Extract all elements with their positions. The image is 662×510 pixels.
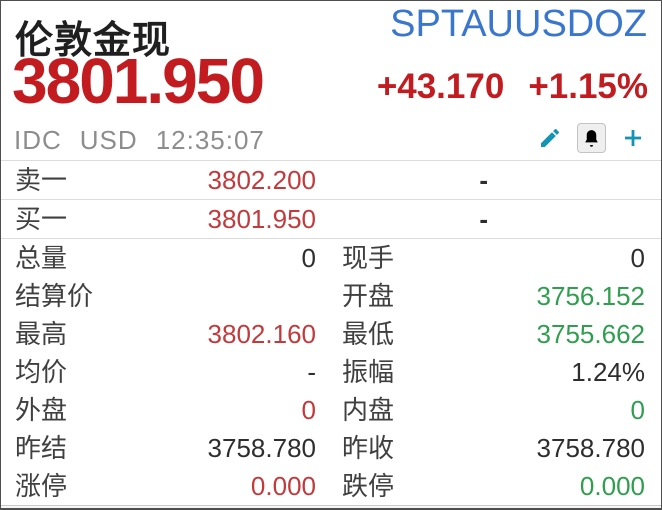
quote-meta: IDC USD 12:35:07 <box>14 125 265 156</box>
bid-label: 买一 <box>15 204 68 234</box>
ask-label: 卖一 <box>15 165 68 195</box>
stat-label: 总量 <box>15 242 68 273</box>
stats-row-outer-inner: 外盘 0 内盘 0 <box>1 391 661 429</box>
stat-label: 最高 <box>15 318 68 349</box>
bid-volume: - <box>479 204 488 234</box>
stat-value: 0 <box>630 242 645 273</box>
stat-label: 最低 <box>342 318 395 349</box>
stat-value: 0 <box>301 394 316 425</box>
edit-icon[interactable] <box>538 126 562 150</box>
stats-row-prev-settle-close: 昨结 3758.780 昨收 3758.780 <box>1 429 661 467</box>
stat-value: 0 <box>301 242 316 273</box>
bid-price: 3801.950 <box>207 204 316 234</box>
alert-bell-icon <box>585 130 598 147</box>
stat-label: 涨停 <box>15 470 68 501</box>
stat-value: 0.000 <box>250 470 316 501</box>
stat-value: 3755.662 <box>536 318 645 349</box>
ask-price: 3802.200 <box>207 165 316 195</box>
quote-header: 伦敦金现 SPTAUUSDOZ 3801.950 +43.170 +1.15% … <box>1 1 661 161</box>
stat-label: 内盘 <box>342 394 395 425</box>
stat-label: 昨收 <box>342 432 395 463</box>
stats-row-high-low: 最高 3802.160 最低 3755.662 <box>1 315 661 353</box>
add-icon[interactable] <box>621 126 645 150</box>
stat-label: 结算价 <box>15 280 94 311</box>
stat-label: 开盘 <box>342 280 395 311</box>
last-price: 3801.950 <box>12 45 265 117</box>
price-change-group: +43.170 +1.15% <box>377 67 648 107</box>
stat-value: - <box>307 356 316 387</box>
ask-volume: - <box>479 165 488 195</box>
stat-value: 1.24% <box>571 356 645 387</box>
quote-time: 12:35:07 <box>155 125 265 155</box>
stats-row-limit-up-down: 涨停 0.000 跌停 0.000 <box>1 467 661 505</box>
stat-label: 现手 <box>342 242 395 273</box>
exchange-code: IDC <box>14 125 62 155</box>
stats-row-settle-open: 结算价 开盘 3756.152 <box>1 277 661 315</box>
instrument-name: 伦敦金现 <box>15 20 172 62</box>
stats-row-volume: 总量 0 现手 0 <box>1 239 661 277</box>
stat-label: 外盘 <box>15 394 68 425</box>
stats-table: 总量 0 现手 0 结算价 开盘 3756.152 最高 3802.160 最低… <box>1 239 661 505</box>
stat-value: 0 <box>630 394 645 425</box>
stats-row-avg-amplitude: 均价 - 振幅 1.24% <box>1 353 661 391</box>
ask-row[interactable]: 卖一 3802.200 - <box>1 161 661 200</box>
alert-bell-button[interactable] <box>577 123 606 153</box>
stat-label: 跌停 <box>342 470 395 501</box>
stat-label: 均价 <box>15 356 68 387</box>
currency-code: USD <box>79 125 138 155</box>
stat-value: 3756.152 <box>536 280 645 311</box>
bid-row[interactable]: 买一 3801.950 - <box>1 200 661 239</box>
stat-label: 昨结 <box>15 432 68 463</box>
stat-value: 3802.160 <box>207 318 316 349</box>
bottom-divider <box>1 505 661 508</box>
price-change: +43.170 <box>376 67 505 106</box>
stat-value: 3758.780 <box>207 432 316 463</box>
stat-value: 3758.780 <box>536 432 645 463</box>
instrument-symbol: SPTAUUSDOZ <box>390 3 647 45</box>
price-change-percent: +1.15% <box>528 67 648 106</box>
stat-value: 0.000 <box>579 470 645 501</box>
stat-label: 振幅 <box>342 356 395 387</box>
header-actions <box>538 123 645 153</box>
